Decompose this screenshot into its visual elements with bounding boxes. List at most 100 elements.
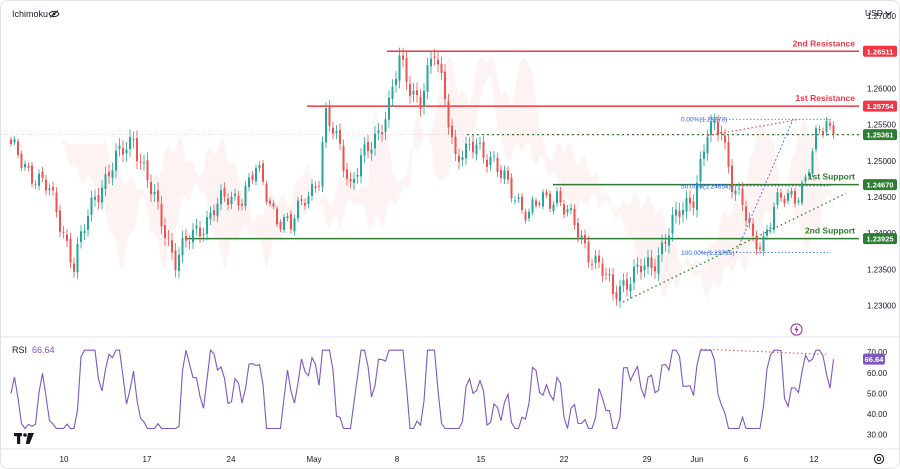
candle-body <box>59 210 61 232</box>
candle-body <box>430 58 432 67</box>
candle-body <box>528 211 530 219</box>
candle-body <box>570 208 572 211</box>
candle-body <box>377 130 380 133</box>
candle-body <box>475 144 478 155</box>
candle-body <box>650 257 653 269</box>
candle-body <box>619 286 621 301</box>
candle-body <box>234 193 236 196</box>
candle-body <box>496 157 499 172</box>
currency-selector[interactable]: USD <box>865 8 883 18</box>
candle-body <box>339 129 341 144</box>
candle-body <box>412 90 415 95</box>
second-support-label: 2nd Support <box>805 226 855 236</box>
candle-body <box>598 255 600 263</box>
candle-body <box>10 139 12 144</box>
candle-body <box>447 101 450 128</box>
rsi-legend-label[interactable]: RSI <box>12 345 28 355</box>
candle-body <box>706 136 709 154</box>
candle-body <box>125 149 128 154</box>
candle-body <box>118 145 121 150</box>
candle-body <box>174 250 177 271</box>
candle-body <box>94 196 96 200</box>
candle-body <box>423 90 425 107</box>
candle-body <box>605 273 607 275</box>
candle-body <box>237 195 240 206</box>
candle-body <box>468 143 471 145</box>
candle-body <box>13 139 16 143</box>
candle-body <box>101 187 103 203</box>
fib-level-label: 50.00%(1.24654) <box>681 183 731 190</box>
candle-body <box>587 241 590 263</box>
candle-body <box>139 161 142 163</box>
candle-body <box>514 200 516 201</box>
candle-body <box>500 169 502 178</box>
candle-body <box>398 55 401 81</box>
candle-body <box>825 121 828 133</box>
rsi-badge <box>863 353 885 365</box>
candle-body <box>573 208 576 226</box>
price-badge <box>863 233 897 245</box>
candle-body <box>220 190 222 205</box>
candle-body <box>395 78 397 85</box>
candle-body <box>115 150 117 171</box>
tradingview-logo[interactable] <box>14 433 36 445</box>
candle-body <box>629 284 632 292</box>
eye-icon[interactable] <box>48 10 60 18</box>
chevron-down-icon[interactable] <box>885 11 892 16</box>
candle-body <box>738 188 740 190</box>
candle-body <box>479 142 481 144</box>
gear-icon[interactable] <box>873 453 885 465</box>
candle-body <box>269 200 271 204</box>
candle-body <box>405 57 408 82</box>
candle-body <box>689 197 691 204</box>
candle-body <box>713 121 716 123</box>
candle-body <box>251 175 254 180</box>
candle-body <box>104 174 107 189</box>
candle-body <box>276 208 278 225</box>
price-badge <box>863 179 897 191</box>
ichimoku-cloud <box>11 55 834 299</box>
price-badge-label: 1.23925 <box>866 235 893 244</box>
candle-body <box>73 263 75 272</box>
candle-body <box>552 204 555 211</box>
candle-body <box>461 157 464 160</box>
candle-body <box>185 235 187 241</box>
candle-body <box>465 143 467 159</box>
candle-body <box>685 198 688 212</box>
candle-body <box>594 255 597 264</box>
candle-body <box>171 240 173 253</box>
candle-body <box>27 165 30 168</box>
candle-body <box>755 236 758 250</box>
candle-body <box>388 97 390 120</box>
y-axis-tick-label: 1.23000 <box>867 302 896 311</box>
candle-body <box>181 237 184 256</box>
fib-anchor-line <box>735 119 794 253</box>
candle-body <box>507 170 509 180</box>
candle-body <box>647 257 649 267</box>
x-axis-tick-label: Jun <box>691 455 704 464</box>
candle-body <box>363 144 366 156</box>
candle-body <box>804 176 807 182</box>
candle-body <box>262 163 264 182</box>
candle-body <box>762 236 765 252</box>
candle-body <box>661 242 663 255</box>
candle-body <box>108 172 110 177</box>
candle-body <box>622 280 625 286</box>
candle-body <box>230 196 233 205</box>
indicator-legend-label[interactable]: Ichimoku <box>12 9 49 19</box>
candle-body <box>731 165 733 193</box>
candle-body <box>815 128 817 150</box>
candle-body <box>66 234 68 241</box>
candle-body <box>556 191 558 204</box>
x-axis-tick-label: 17 <box>143 455 152 464</box>
candle-body <box>69 238 72 263</box>
candle-body <box>538 203 541 205</box>
lightning-icon[interactable] <box>790 323 803 336</box>
candle-body <box>472 141 474 153</box>
candle-body <box>244 185 247 207</box>
candle-body <box>822 131 824 135</box>
candle-body <box>164 225 166 238</box>
candle-body <box>776 192 779 205</box>
